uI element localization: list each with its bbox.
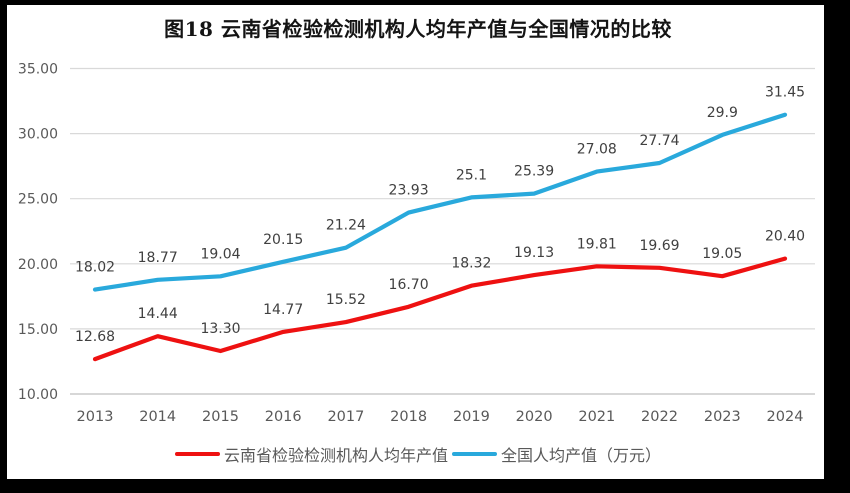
data-label: 20.40 <box>765 229 805 245</box>
data-label: 19.04 <box>200 246 240 262</box>
y-tick-label: 15.00 <box>18 322 58 338</box>
x-tick-label: 2018 <box>390 409 427 425</box>
x-tick-label: 2015 <box>202 409 239 425</box>
legend-label-national: 全国人均产值（万元） <box>501 446 662 465</box>
x-tick-label: 2016 <box>265 409 302 425</box>
x-tick-label: 2020 <box>516 409 553 425</box>
x-tick-label: 2022 <box>641 409 678 425</box>
data-label: 18.02 <box>75 260 115 276</box>
chart-background <box>7 5 824 479</box>
data-label: 27.08 <box>577 142 617 158</box>
data-label: 15.52 <box>326 292 366 308</box>
y-tick-label: 10.00 <box>18 387 58 403</box>
legend-swatch-national-blue-line <box>452 452 497 456</box>
legend-entry-yunnan: 云南省检验检测机构人均年产值 <box>174 442 448 466</box>
x-tick-label: 2014 <box>139 409 176 425</box>
legend-label-yunnan: 云南省检验检测机构人均年产值 <box>223 446 448 465</box>
series-line-national <box>92 112 788 292</box>
data-label: 20.15 <box>263 232 303 248</box>
y-tick-label: 20.00 <box>18 257 58 273</box>
data-label: 19.13 <box>514 245 554 261</box>
chart-title: 图18 云南省检验检测机构人均年产值与全国情况的比较 <box>164 17 672 41</box>
data-label: 25.1 <box>456 167 487 183</box>
x-tick-label: 2017 <box>327 409 364 425</box>
x-tick-label: 2024 <box>767 409 804 425</box>
series-line-yunnan <box>92 256 788 362</box>
x-tick-label: 2013 <box>77 409 114 425</box>
x-tick-label: 2019 <box>453 409 490 425</box>
data-label: 18.77 <box>138 250 178 266</box>
data-label: 13.30 <box>200 321 240 337</box>
legend-swatch-yunnan-red-line <box>174 452 220 456</box>
data-label: 21.24 <box>326 218 366 234</box>
data-label: 23.93 <box>389 183 429 199</box>
data-label: 19.69 <box>639 238 679 254</box>
x-tick-label: 2023 <box>704 409 741 425</box>
data-label: 25.39 <box>514 164 554 180</box>
data-label: 29.9 <box>707 105 738 121</box>
y-tick-label: 25.00 <box>18 192 58 208</box>
data-label: 27.74 <box>639 133 679 149</box>
legend: 云南省检验检测机构人均年产值 全国人均产值（万元） <box>0 442 836 466</box>
data-label: 19.05 <box>702 246 742 262</box>
data-label: 31.45 <box>765 85 805 101</box>
data-label: 14.44 <box>138 306 178 322</box>
data-label: 16.70 <box>389 277 429 293</box>
data-label: 12.68 <box>75 329 115 345</box>
y-tick-label: 35.00 <box>18 62 58 78</box>
data-label: 19.81 <box>577 236 617 252</box>
x-tick-label: 2021 <box>578 409 615 425</box>
legend-entry-national: 全国人均产值（万元） <box>452 442 661 466</box>
data-label: 14.77 <box>263 302 303 318</box>
data-label: 18.32 <box>451 256 491 272</box>
y-tick-label: 30.00 <box>18 127 58 143</box>
